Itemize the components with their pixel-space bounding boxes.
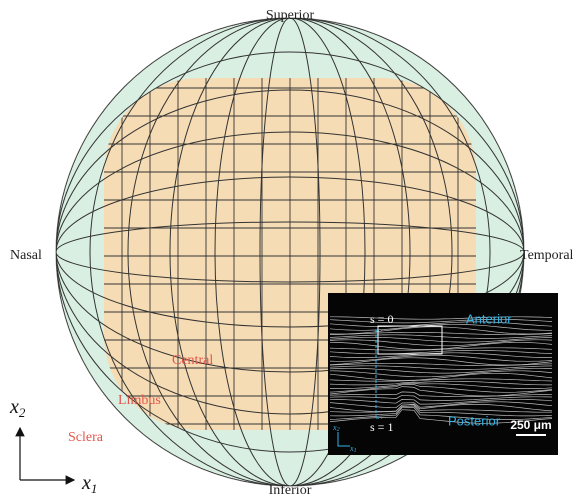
nasal-label: Nasal [10,248,42,263]
diagram: Superior Inferior Nasal Temporal Central… [0,0,580,501]
inset-label: Anterior [466,311,512,326]
axis-label: x1 [81,472,97,496]
limbus-label: Limbus [118,393,161,408]
inset-label: s = 0 [370,312,393,326]
sclera-label: Sclera [68,430,104,445]
scale-bar-label: 250 μm [510,418,551,432]
inset-label: Posterior [448,413,501,428]
inferior-label: Inferior [269,483,312,498]
inset-label: s = 1 [370,420,393,434]
axis-label: x2 [9,396,26,420]
temporal-label: Temporal [520,248,574,263]
central-label: Central [172,353,213,368]
superior-label: Superior [266,8,315,23]
inset: s = 0 s = 1 Anterior Posterior 250 μm x2… [328,293,558,455]
